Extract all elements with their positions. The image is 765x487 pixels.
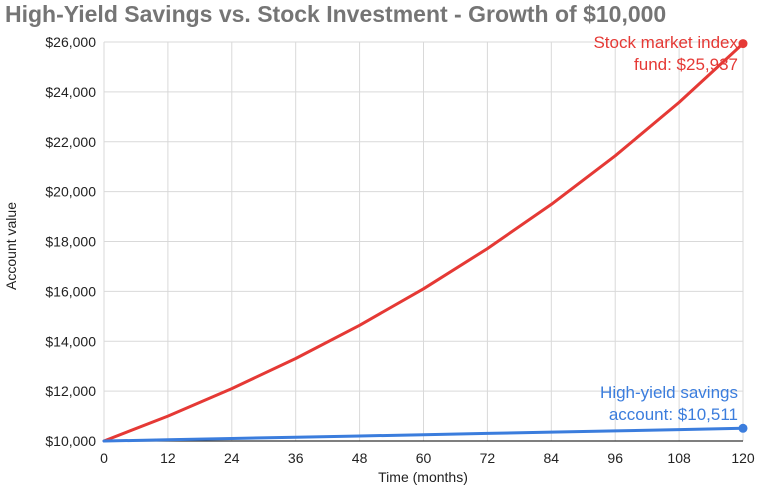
y-tick-label: $20,000 <box>45 184 96 200</box>
series-line-0 <box>102 42 745 443</box>
y-tick-label: $24,000 <box>45 84 96 100</box>
series-annotation-0: Stock market index <box>593 33 738 52</box>
series-endpoint-0 <box>738 39 748 49</box>
series-annotation-0: fund: $25,937 <box>634 55 738 74</box>
y-tick-labels: $10,000 $12,000 $14,000 $16,000 $18,000 $20,0… <box>45 34 96 449</box>
x-tick-label: 60 <box>416 450 432 466</box>
y-tick-label: $16,000 <box>45 283 96 299</box>
x-tick-label: 24 <box>224 450 240 466</box>
series-endpoint-1 <box>738 423 748 433</box>
chart-title: High-Yield Savings vs. Stock Investment … <box>5 1 667 27</box>
x-tick-label: 0 <box>100 450 108 466</box>
x-tick-label: 12 <box>160 450 176 466</box>
x-tick-label: 120 <box>731 450 755 466</box>
x-tick-label: 36 <box>288 450 304 466</box>
y-tick-label: $22,000 <box>45 134 96 150</box>
y-tick-label: $14,000 <box>45 333 96 349</box>
x-tick-label: 48 <box>352 450 368 466</box>
x-tick-label: 72 <box>480 450 496 466</box>
x-tick-label: 108 <box>667 450 691 466</box>
x-tick-label: 96 <box>607 450 623 466</box>
gridlines <box>103 41 744 442</box>
x-tick-label: 84 <box>544 450 560 466</box>
x-axis-label: Time (months) <box>378 469 468 485</box>
y-tick-label: $12,000 <box>45 383 96 399</box>
y-tick-label: $10,000 <box>45 433 96 449</box>
y-axis-label: Account value <box>3 202 19 290</box>
x-tick-labels: 0 12 24 36 48 60 72 84 96 108 120 <box>100 450 755 466</box>
series-annotations: Stock market index fund: $25,937 High-yiel… <box>593 33 738 424</box>
y-tick-label: $18,000 <box>45 234 96 250</box>
y-tick-label: $26,000 <box>45 34 96 50</box>
series-lines <box>102 39 748 443</box>
series-line-1 <box>102 426 745 443</box>
series-annotation-1: account: $10,511 <box>609 405 738 424</box>
series-annotation-1: High-yield savings <box>600 383 738 402</box>
